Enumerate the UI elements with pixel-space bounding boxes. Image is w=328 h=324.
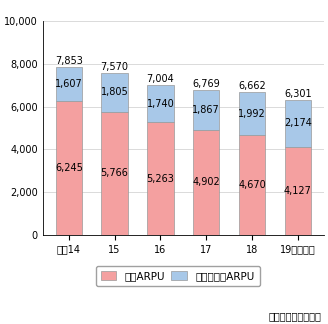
Text: 5,263: 5,263 — [147, 174, 174, 184]
Text: 1,992: 1,992 — [238, 109, 266, 119]
Text: 4,127: 4,127 — [284, 186, 312, 196]
Text: 7,004: 7,004 — [147, 74, 174, 84]
Bar — [239, 135, 265, 235]
Text: 6,245: 6,245 — [55, 163, 83, 173]
Text: 1,740: 1,740 — [147, 99, 174, 109]
Text: 6,301: 6,301 — [284, 89, 312, 99]
Text: 4,902: 4,902 — [192, 178, 220, 188]
Bar — [147, 85, 174, 122]
Text: 1,805: 1,805 — [101, 87, 129, 97]
Text: 各社資料により作成: 各社資料により作成 — [269, 311, 321, 321]
Bar — [239, 92, 265, 135]
Text: 2,174: 2,174 — [284, 119, 312, 128]
Bar — [55, 101, 82, 235]
Text: 1,607: 1,607 — [55, 79, 83, 89]
Bar — [101, 112, 128, 235]
Text: 1,867: 1,867 — [192, 105, 220, 115]
Bar — [284, 147, 311, 235]
Text: 7,570: 7,570 — [101, 62, 129, 72]
Bar — [193, 90, 219, 130]
Bar — [101, 73, 128, 112]
Text: 5,766: 5,766 — [101, 168, 129, 178]
Text: 4,670: 4,670 — [238, 180, 266, 190]
Text: 7,853: 7,853 — [55, 56, 83, 66]
Bar — [55, 67, 82, 101]
Bar — [284, 100, 311, 147]
Text: 6,769: 6,769 — [192, 79, 220, 89]
Text: 6,662: 6,662 — [238, 81, 266, 91]
Bar — [147, 122, 174, 235]
Legend: 音声ARPU, データ通信ARPU: 音声ARPU, データ通信ARPU — [95, 266, 260, 286]
Bar — [193, 130, 219, 235]
